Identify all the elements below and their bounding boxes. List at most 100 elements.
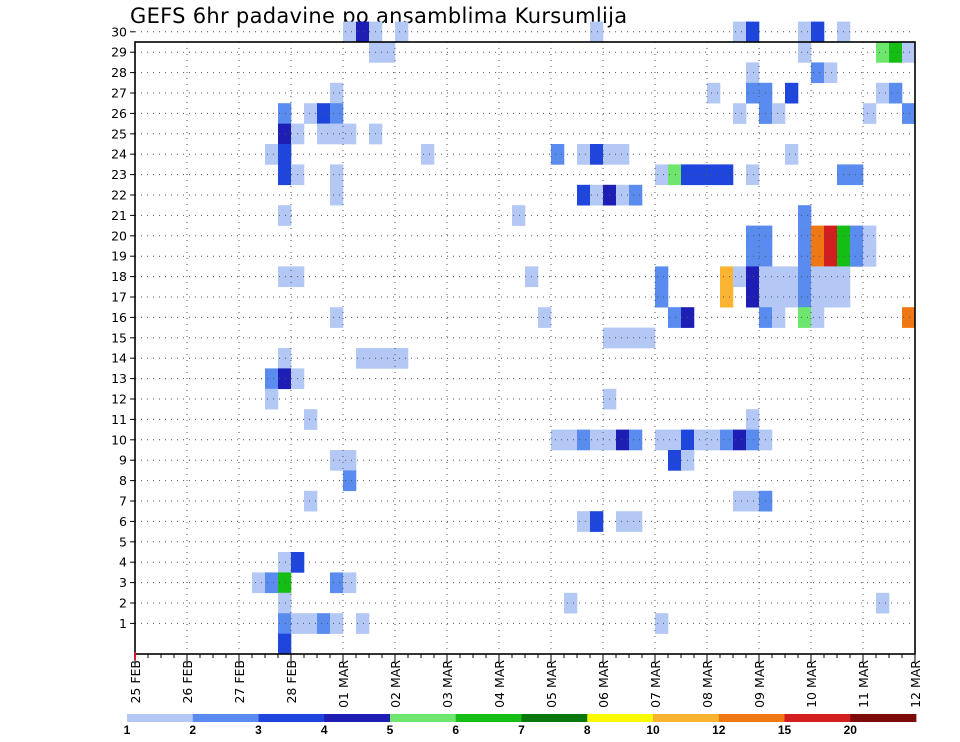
colorbar-swatch: [192, 714, 259, 722]
heatmap-cell: [798, 42, 812, 63]
colorbar-label: 1: [124, 723, 131, 737]
heatmap-cell: [577, 511, 591, 532]
heatmap-cell: [629, 184, 643, 206]
colorbar-label: 7: [518, 723, 525, 737]
heatmap-cell: [850, 246, 864, 267]
heatmap-cell: [811, 286, 825, 308]
x-tick-label: 10 MAR: [804, 660, 819, 708]
heatmap-cell: [382, 348, 396, 369]
heatmap-cell: [720, 429, 734, 451]
y-tick-label: 8: [119, 473, 127, 488]
y-tick-label: 17: [111, 290, 127, 305]
heatmap-cell: [512, 205, 526, 226]
gridlines: [135, 31, 915, 654]
heatmap-cell: [746, 62, 760, 84]
heatmap-cell: [863, 225, 877, 247]
heatmap-cell: [668, 429, 682, 451]
heatmap-cell: [733, 429, 747, 451]
x-tick-label: 11 MAR: [856, 660, 871, 708]
y-tick-label: 26: [111, 106, 127, 121]
heatmap-cell: [798, 205, 812, 226]
heatmap-cell: [278, 592, 292, 614]
x-tick-label: 25 FEB: [128, 660, 143, 704]
heatmap-cell: [590, 144, 604, 165]
heatmap-cell: [330, 164, 344, 186]
heatmap-cell: [733, 490, 747, 512]
heatmap-cell: [746, 246, 760, 267]
heatmap-cell: [707, 429, 721, 451]
heatmap-cell: [252, 572, 266, 594]
heatmap-cell: [746, 490, 760, 512]
colorbar-label: 2: [189, 723, 196, 737]
heatmap-cell: [278, 633, 292, 655]
heatmap-cell: [655, 164, 669, 186]
heatmap-cell: [577, 429, 591, 451]
heatmap-cell: [265, 144, 279, 165]
heatmap-cell: [811, 307, 825, 328]
y-axis: 1234567891011121314151617181920212223242…: [111, 24, 135, 631]
heatmap-cell: [798, 225, 812, 247]
heatmap-cell: [278, 103, 292, 124]
heatmap-cell: [317, 123, 331, 145]
y-tick-label: 6: [119, 514, 127, 529]
heatmap-cell: [811, 266, 825, 288]
heatmap-cell: [785, 266, 799, 288]
heatmap-cell: [278, 266, 292, 288]
x-tick-label: 09 MAR: [752, 660, 767, 708]
heatmap-cell: [278, 572, 292, 594]
x-tick-label: 04 MAR: [492, 660, 507, 708]
y-tick-label: 10: [111, 432, 127, 447]
colorbar-label: 15: [778, 723, 792, 737]
y-tick-label: 27: [111, 86, 127, 101]
heatmap-cell: [746, 409, 760, 430]
heatmap-cell: [707, 164, 721, 186]
heatmap-cell: [889, 82, 903, 104]
heatmap-cell: [330, 123, 344, 145]
x-tick-label: 08 MAR: [700, 660, 715, 708]
x-tick-label: 12 MAR: [908, 660, 923, 708]
heatmap-cell: [655, 286, 669, 308]
heatmap-cell: [304, 490, 318, 512]
heatmap-cell: [343, 450, 357, 471]
heatmap-cell: [798, 286, 812, 308]
heatmap-cell: [733, 21, 747, 43]
heatmap-cell: [278, 552, 292, 573]
heatmap-cell: [421, 144, 435, 165]
colorbar-swatch: [258, 714, 325, 722]
heatmap-cell: [551, 429, 565, 451]
heatmap-cell: [655, 266, 669, 288]
heatmap-cell: [876, 82, 890, 104]
heatmap-cell: [343, 470, 357, 492]
heatmap-cell: [785, 286, 799, 308]
y-tick-label: 11: [111, 412, 127, 427]
colorbar-swatch: [850, 714, 917, 722]
y-tick-label: 16: [111, 310, 127, 325]
colorbar-swatch: [587, 714, 654, 722]
x-tick-label: 05 MAR: [544, 660, 559, 708]
heatmap-cell: [902, 42, 916, 63]
y-tick-label: 5: [119, 534, 127, 549]
heatmap-cell: [694, 164, 708, 186]
heatmap-cell: [330, 572, 344, 594]
heatmap-cell: [356, 613, 370, 634]
colorbar-label: 20: [844, 723, 858, 737]
colorbar-swatch: [521, 714, 588, 722]
colorbar-label: 3: [255, 723, 262, 737]
colorbar-label: 12: [712, 723, 726, 737]
heatmap-cell: [772, 286, 786, 308]
heatmap-cell: [356, 348, 370, 369]
heatmap-cell: [746, 21, 760, 43]
colorbar-swatch: [390, 714, 457, 722]
heatmap-cell: [876, 592, 890, 614]
heatmap-cell: [746, 429, 760, 451]
heatmap-cell: [330, 613, 344, 634]
heatmap-cell: [616, 184, 630, 206]
heatmap-cell: [590, 184, 604, 206]
colorbar-label: 5: [387, 723, 394, 737]
y-tick-label: 18: [111, 269, 127, 284]
heatmap-cell: [863, 103, 877, 124]
y-tick-label: 28: [111, 65, 127, 80]
heatmap-cell: [629, 429, 643, 451]
heatmap-cell: [668, 164, 682, 186]
